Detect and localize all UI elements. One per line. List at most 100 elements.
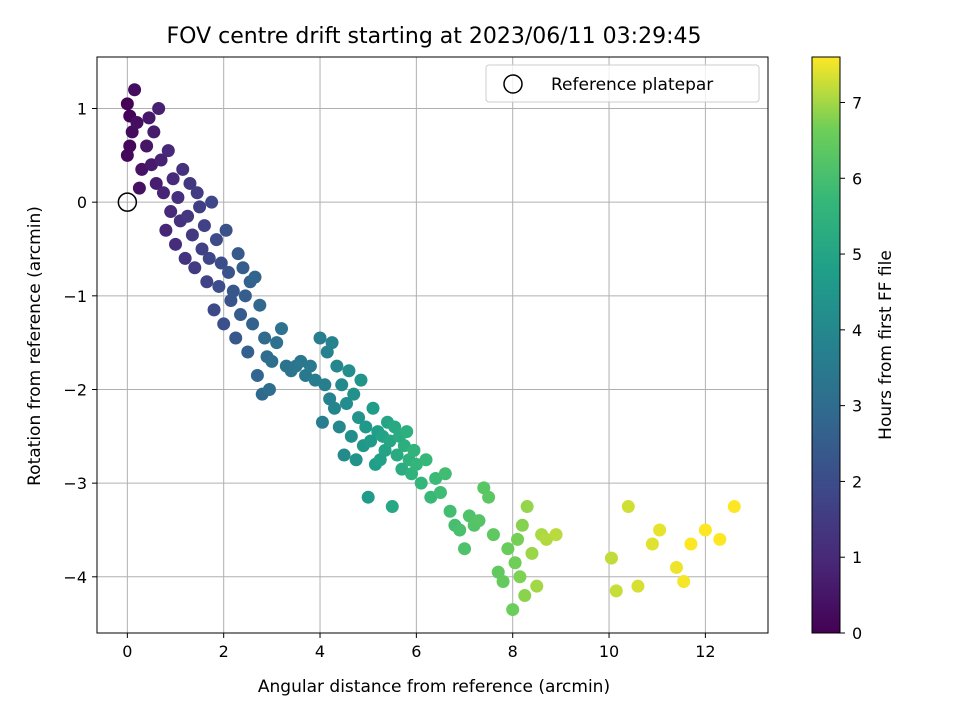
data-point: [429, 471, 443, 485]
data-point: [397, 439, 411, 453]
data-point: [258, 331, 272, 345]
data-point: [195, 242, 209, 256]
legend-box: [485, 64, 760, 103]
data-point: [147, 125, 161, 139]
data-point: [621, 500, 635, 514]
data-point: [511, 532, 525, 546]
data-point: [713, 532, 727, 546]
data-point: [169, 237, 183, 251]
data-point: [132, 181, 146, 195]
chart-title: FOV centre drift starting at 2023/06/11 …: [167, 24, 702, 49]
data-point: [604, 551, 618, 565]
data-point: [128, 83, 142, 97]
colorbar-ticks: 0 1 2 3 4 5 6 7: [840, 93, 862, 643]
data-point: [130, 116, 144, 130]
data-point: [164, 205, 178, 219]
data-point: [156, 186, 170, 200]
data-point: [385, 500, 399, 514]
data-point: [231, 247, 245, 261]
data-point: [176, 162, 190, 176]
data-point: [549, 528, 563, 542]
data-point: [482, 490, 496, 504]
data-point: [193, 200, 207, 214]
data-point: [645, 537, 659, 551]
data-point: [354, 373, 368, 387]
data-point: [366, 401, 380, 415]
reference-point-marker: [117, 192, 138, 212]
axes: 0 2 4 6 8 10 12 −4 −3 −2 −1 0 1: [63, 56, 769, 661]
data-point: [313, 331, 327, 345]
data-point: [197, 219, 211, 233]
data-point: [506, 603, 520, 617]
x-tick-label: 12: [695, 642, 715, 661]
data-point: [677, 574, 691, 588]
data-point: [248, 270, 262, 284]
data-point: [325, 336, 339, 350]
data-point: [609, 584, 623, 598]
data-point: [631, 579, 645, 593]
colorbar-label: Hours from first FF file: [876, 250, 896, 440]
data-point: [438, 467, 452, 481]
data-point: [274, 322, 288, 336]
x-tick-label: 8: [508, 642, 518, 661]
colorbar: 0 1 2 3 4 5 6 7 Hours from first FF file: [811, 56, 896, 643]
colorbar-tick-label: 6: [852, 169, 862, 188]
data-point: [433, 486, 447, 500]
data-point: [395, 462, 409, 476]
colorbar-tick-label: 5: [852, 245, 862, 264]
data-point: [330, 359, 344, 373]
colorbar-tick-label: 7: [852, 93, 862, 112]
data-point: [183, 176, 197, 190]
data-point: [335, 378, 349, 392]
x-axis-label: Angular distance from reference (arcmin): [258, 677, 610, 697]
data-points: [117, 83, 741, 617]
data-point: [361, 490, 375, 504]
data-point: [178, 251, 192, 265]
data-point: [238, 289, 252, 303]
data-point: [209, 233, 223, 247]
data-point: [501, 542, 515, 556]
data-point: [359, 420, 373, 434]
data-point: [340, 397, 354, 411]
data-point: [142, 111, 156, 125]
data-point: [234, 308, 248, 322]
plot-frame: [96, 56, 769, 634]
data-point: [383, 434, 397, 448]
data-point: [513, 570, 527, 584]
y-tick-label: 1: [77, 100, 87, 119]
data-point: [140, 139, 154, 153]
data-point: [144, 158, 158, 172]
data-point: [419, 453, 433, 467]
data-point: [352, 411, 366, 425]
data-point: [458, 542, 472, 556]
data-point: [222, 265, 236, 279]
y-tick-label: −2: [63, 380, 87, 399]
data-point: [246, 317, 260, 331]
data-point: [149, 176, 163, 190]
data-point: [236, 261, 250, 275]
colorbar-tick-label: 1: [852, 548, 862, 567]
data-point: [327, 401, 341, 415]
data-point: [308, 373, 322, 387]
data-point: [152, 102, 166, 116]
data-point: [294, 354, 308, 368]
data-point: [200, 275, 214, 289]
data-point: [217, 317, 231, 331]
data-point: [400, 425, 414, 439]
data-point: [508, 556, 522, 570]
x-tick-label: 0: [122, 642, 132, 661]
data-point: [207, 303, 221, 317]
data-point: [390, 448, 404, 462]
data-point: [270, 336, 284, 350]
data-point: [166, 172, 180, 186]
data-point: [159, 223, 173, 237]
data-point: [539, 532, 553, 546]
data-point: [344, 429, 358, 443]
data-point: [515, 518, 529, 532]
data-point: [120, 148, 134, 162]
y-tick-label: −4: [63, 568, 87, 587]
data-point: [188, 261, 202, 275]
data-point: [520, 500, 534, 514]
data-point: [171, 190, 185, 204]
